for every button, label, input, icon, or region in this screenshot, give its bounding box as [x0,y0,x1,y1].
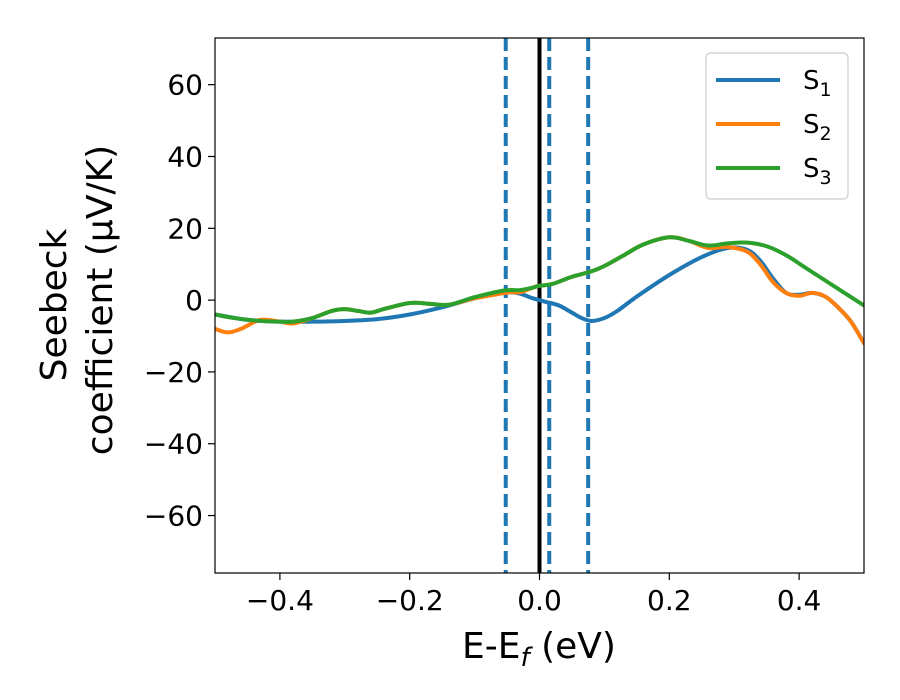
x-tick-label: −0.2 [376,584,444,617]
y-tick-label: −60 [144,500,203,533]
legend-label-main: S [803,110,820,140]
x-tick-label: −0.4 [246,584,314,617]
legend-label-s3: S3 [803,154,832,189]
y-tick-label: 40 [167,140,203,173]
legend-label-subscript: 2 [820,123,832,145]
y-tick-label: 60 [167,69,203,102]
y-axis-ticks: −60 −40 −20 0 20 40 60 [144,69,215,533]
x-axis-ticks: −0.4 −0.2 0.0 0.2 0.4 [246,573,821,617]
x-tick-label: 0.2 [647,584,692,617]
x-tick-label: 0.0 [517,584,562,617]
series-lines [215,235,864,346]
y-tick-label: 20 [167,212,203,245]
y-axis-label-line1: Seebeck [34,228,75,381]
x-axis-label-unit: (eV) [530,626,616,667]
y-tick-label: 0 [185,284,203,317]
legend-label-s2: S2 [803,110,832,145]
y-tick-label: −20 [144,356,203,389]
y-axis-label-line2: coefficient (μV/K) [80,145,121,455]
legend-label-subscript: 3 [820,167,832,189]
legend-label-subscript: 1 [820,79,832,101]
legend-label-s1: S1 [803,66,832,101]
x-tick-label: 0.4 [777,584,822,617]
legend-label-main: S [803,154,820,184]
x-axis-label: E-Ef (eV) [462,626,616,673]
series-line-s3 [215,235,864,324]
vertical-lines [503,38,591,573]
y-tick-label: −40 [144,428,203,461]
legend-label-main: S [803,66,820,96]
